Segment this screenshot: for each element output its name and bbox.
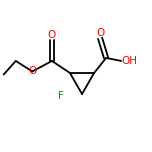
- Text: O: O: [96, 28, 104, 38]
- Text: F: F: [58, 91, 64, 101]
- Text: O: O: [48, 30, 56, 40]
- Text: OH: OH: [121, 56, 137, 66]
- Text: O: O: [28, 66, 36, 76]
